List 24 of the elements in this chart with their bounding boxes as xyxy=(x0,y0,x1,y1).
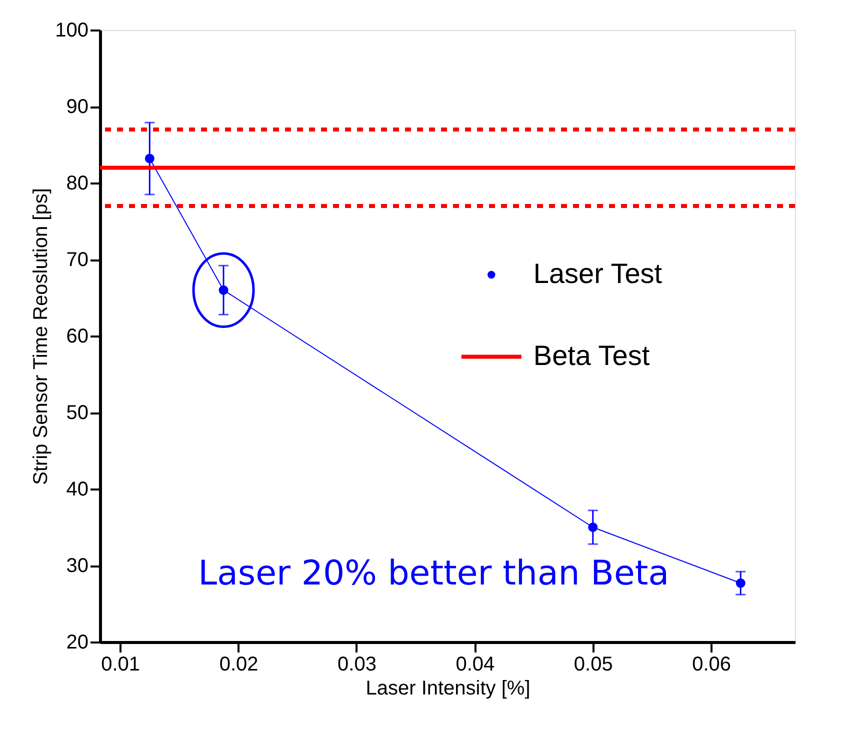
y-tick-label: 70 xyxy=(66,249,88,271)
x-tick-label: 0.05 xyxy=(574,654,613,676)
point xyxy=(588,522,598,532)
y-tick-label: 30 xyxy=(66,555,88,577)
y-tick-label: 20 xyxy=(66,632,88,654)
legend-label: Laser Test xyxy=(533,258,662,289)
x-axis-title: Laser Intensity [%] xyxy=(366,678,530,700)
legend-label: Beta Test xyxy=(533,340,650,371)
y-axis-title: Strip Sensor Time Reoslution [ps] xyxy=(30,188,52,485)
y-tick-label: 80 xyxy=(66,172,88,194)
y-tick-label: 40 xyxy=(66,478,88,500)
x-tick-label: 0.03 xyxy=(338,654,376,676)
y-tick-label: 100 xyxy=(55,20,88,42)
y-tick-label: 50 xyxy=(66,402,88,424)
annotation: Laser 20% better than Beta xyxy=(198,554,670,594)
y-tick-label: 60 xyxy=(66,326,88,348)
x-tick-label: 0.02 xyxy=(219,654,258,676)
x-tick-label: 0.06 xyxy=(692,654,732,676)
x-tick-label: 0.01 xyxy=(101,654,140,676)
x-tick-label: 0.04 xyxy=(456,654,495,676)
point xyxy=(736,578,746,588)
point xyxy=(218,285,228,295)
y-tick-label: 90 xyxy=(66,96,88,118)
point xyxy=(144,154,154,164)
